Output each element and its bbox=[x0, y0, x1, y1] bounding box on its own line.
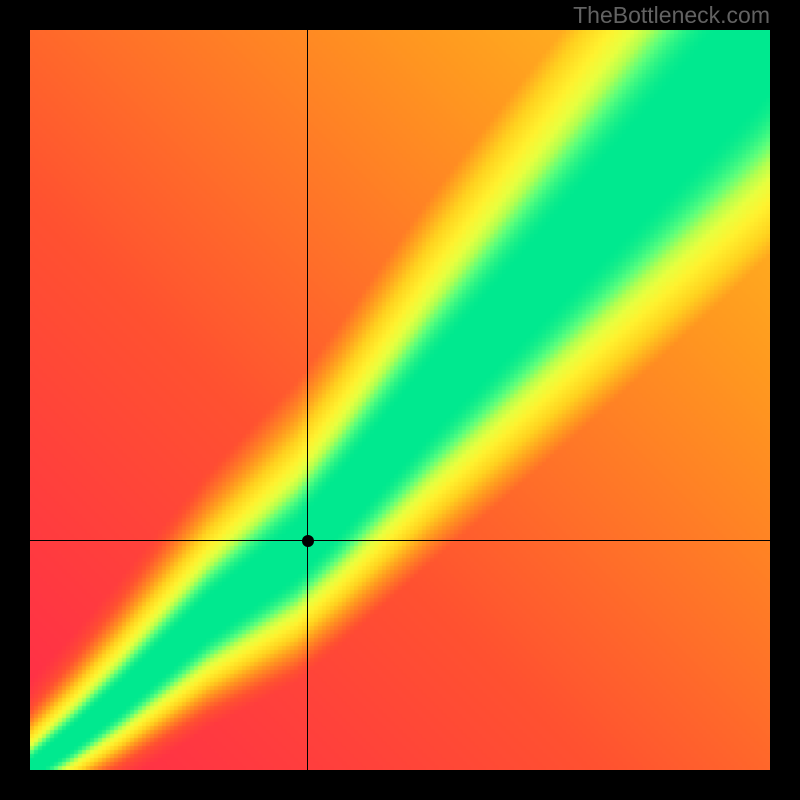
crosshair-horizontal bbox=[30, 540, 770, 541]
marker-dot bbox=[302, 535, 314, 547]
heatmap-canvas bbox=[30, 30, 770, 770]
plot-area bbox=[30, 30, 770, 770]
crosshair-vertical bbox=[307, 30, 308, 770]
chart-container: { "chart": { "type": "heatmap", "canvas_… bbox=[0, 0, 800, 800]
watermark-text: TheBottleneck.com bbox=[573, 2, 770, 29]
